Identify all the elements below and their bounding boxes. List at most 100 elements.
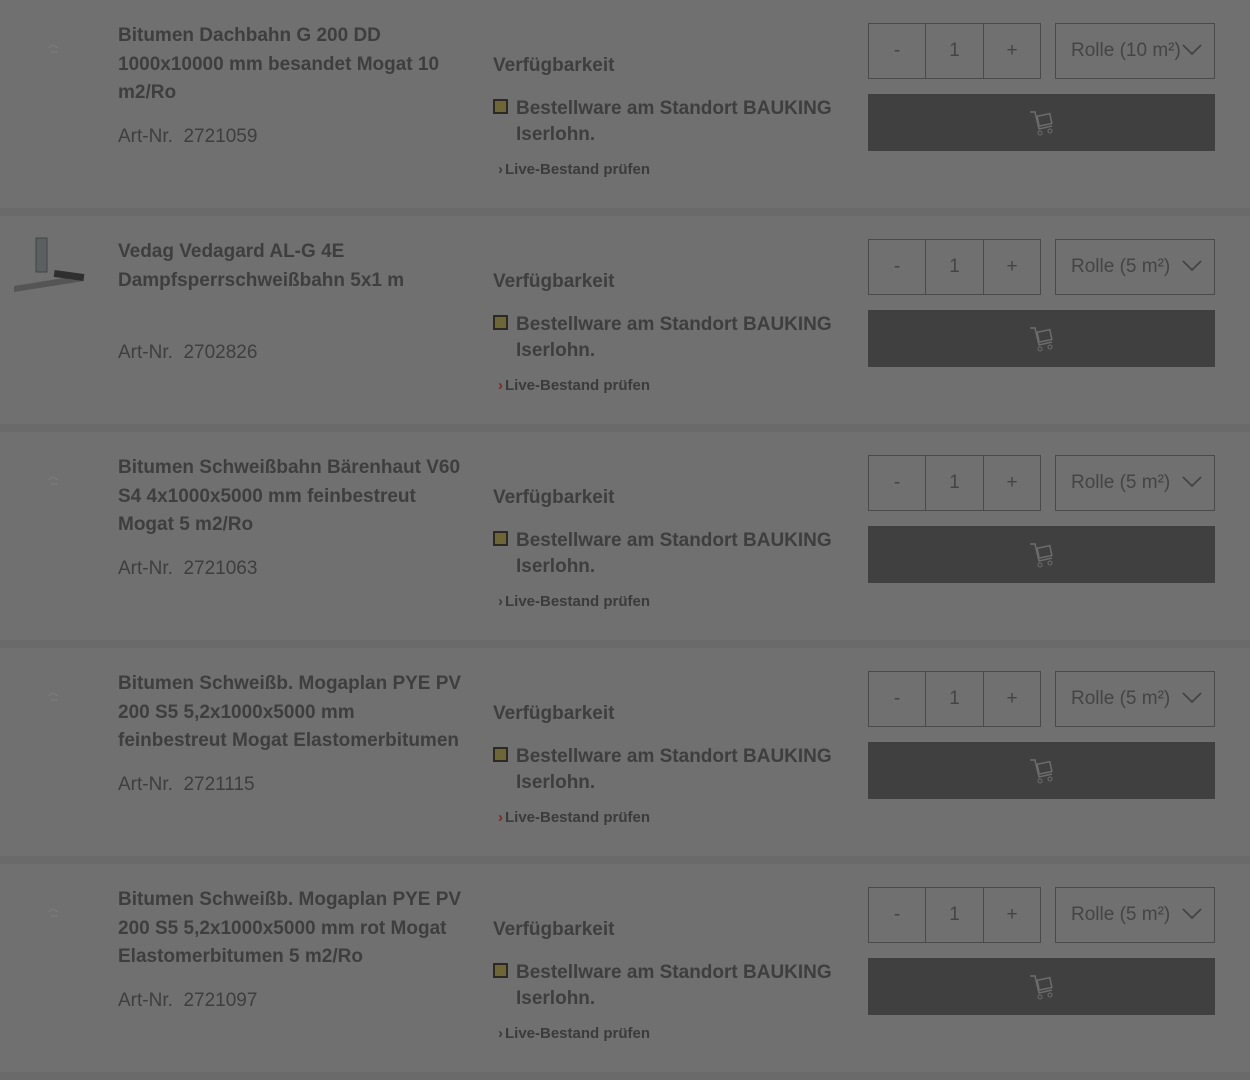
- availability-status: Bestellware am Standort BAUKING Iserlohn…: [493, 744, 838, 796]
- live-stock-link[interactable]: › Live-Bestand prüfen: [498, 161, 650, 178]
- live-stock-label: Live-Bestand prüfen: [505, 593, 651, 610]
- art-prefix: Art-Nr.: [118, 126, 173, 147]
- quantity-input[interactable]: 1: [925, 672, 984, 726]
- availability-status: Bestellware am Standort BAUKING Iserlohn…: [493, 528, 838, 580]
- decrease-button[interactable]: -: [893, 472, 901, 493]
- product-title[interactable]: Bitumen Schweißbahn Bärenhaut V60 S4 4x1…: [118, 457, 461, 535]
- product-row: Vedag Vedagard AL-G 4E Dampfsperrschweiß…: [0, 216, 1250, 424]
- chevron-down-icon: [1182, 260, 1202, 272]
- unit-select[interactable]: Rolle (5 m²): [1055, 239, 1215, 295]
- quantity-stepper[interactable]: - 1 +: [868, 887, 1041, 943]
- product-title[interactable]: Bitumen Schweißb. Mogaplan PYE PV 200 S5…: [118, 673, 462, 751]
- status-text: Bestellware am Standort BAUKING Iserlohn…: [516, 530, 832, 577]
- availability-status: Bestellware am Standort BAUKING Iserlohn…: [493, 312, 838, 364]
- status-square-icon: [493, 963, 508, 978]
- availability-status: Bestellware am Standort BAUKING Iserlohn…: [493, 960, 838, 1012]
- product-row: Bitumen Dachbahn G 200 DD 1000x10000 mm …: [0, 0, 1250, 208]
- quantity-input[interactable]: 1: [925, 456, 984, 510]
- add-to-cart-button[interactable]: [868, 310, 1215, 367]
- decrease-button[interactable]: -: [893, 688, 901, 709]
- article-number: Art-Nr. 2702826: [118, 342, 257, 364]
- art-value: 2721115: [183, 774, 255, 795]
- status-square-icon: [493, 315, 508, 330]
- live-stock-link[interactable]: › Live-Bestand prüfen: [498, 593, 650, 610]
- availability-heading: Verfügbarkeit: [493, 55, 615, 76]
- chevron-right-icon: ›: [498, 593, 503, 610]
- unit-select[interactable]: Rolle (10 m²): [1055, 23, 1215, 79]
- decrease-button[interactable]: -: [893, 256, 901, 277]
- live-stock-link[interactable]: › Live-Bestand prüfen: [498, 1025, 650, 1042]
- quantity-input[interactable]: 1: [925, 24, 984, 78]
- status-text: Bestellware am Standort BAUKING Iserlohn…: [516, 962, 832, 1009]
- quantity-stepper[interactable]: - 1 +: [868, 671, 1041, 727]
- unit-value: Rolle (10 m²): [1071, 40, 1181, 61]
- product-image-placeholder[interactable]: [14, 20, 88, 80]
- add-to-cart-button[interactable]: [868, 742, 1215, 799]
- art-prefix: Art-Nr.: [118, 558, 173, 579]
- row-divider: [0, 640, 1250, 648]
- unit-value: Rolle (5 m²): [1071, 256, 1171, 277]
- status-square-icon: [493, 531, 508, 546]
- product-image-placeholder[interactable]: [14, 668, 88, 728]
- row-divider: [0, 208, 1250, 216]
- status-square-icon: [493, 747, 508, 762]
- product-row: Bitumen Schweißb. Mogaplan PYE PV 200 S5…: [0, 864, 1250, 1072]
- chevron-right-icon: ›: [498, 1025, 503, 1042]
- chevron-right-icon: ›: [498, 809, 503, 826]
- article-number: Art-Nr. 2721097: [118, 990, 257, 1012]
- add-to-cart-button[interactable]: [868, 94, 1215, 151]
- decrease-button[interactable]: -: [893, 40, 901, 61]
- increase-button[interactable]: +: [1006, 256, 1018, 277]
- product-image-placeholder[interactable]: [14, 452, 88, 512]
- article-number: Art-Nr. 2721059: [118, 126, 257, 148]
- live-stock-label: Live-Bestand prüfen: [505, 809, 651, 826]
- availability-status: Bestellware am Standort BAUKING Iserlohn…: [493, 96, 838, 148]
- increase-button[interactable]: +: [1006, 904, 1018, 925]
- art-prefix: Art-Nr.: [118, 342, 173, 363]
- add-to-cart-button[interactable]: [868, 526, 1215, 583]
- unit-select[interactable]: Rolle (5 m²): [1055, 887, 1215, 943]
- art-prefix: Art-Nr.: [118, 774, 173, 795]
- art-value: 2721063: [183, 558, 258, 579]
- status-text: Bestellware am Standort BAUKING Iserlohn…: [516, 314, 832, 361]
- quantity-stepper[interactable]: - 1 +: [868, 239, 1041, 295]
- product-title[interactable]: Bitumen Dachbahn G 200 DD 1000x10000 mm …: [118, 25, 440, 103]
- article-number: Art-Nr. 2721063: [118, 558, 257, 580]
- quantity-stepper[interactable]: - 1 +: [868, 455, 1041, 511]
- live-stock-label: Live-Bestand prüfen: [505, 161, 651, 178]
- unit-value: Rolle (5 m²): [1071, 688, 1171, 709]
- quantity-input[interactable]: 1: [925, 888, 984, 942]
- article-number: Art-Nr. 2721115: [118, 774, 255, 796]
- product-title[interactable]: Bitumen Schweißb. Mogaplan PYE PV 200 S5…: [118, 889, 462, 967]
- availability-heading: Verfügbarkeit: [493, 919, 615, 940]
- live-stock-link[interactable]: › Live-Bestand prüfen: [498, 809, 650, 826]
- quantity-input[interactable]: 1: [925, 240, 984, 294]
- product-row: Bitumen Schweißb. Mogaplan PYE PV 200 S5…: [0, 648, 1250, 856]
- cart-icon: [1029, 110, 1053, 135]
- product-row: Bitumen Schweißbahn Bärenhaut V60 S4 4x1…: [0, 432, 1250, 640]
- live-stock-link[interactable]: › Live-Bestand prüfen: [498, 377, 650, 394]
- cart-icon: [1029, 974, 1053, 999]
- status-square-icon: [493, 99, 508, 114]
- unit-select[interactable]: Rolle (5 m²): [1055, 455, 1215, 511]
- unit-value: Rolle (5 m²): [1071, 472, 1171, 493]
- unit-select[interactable]: Rolle (5 m²): [1055, 671, 1215, 727]
- availability-heading: Verfügbarkeit: [493, 271, 615, 292]
- quantity-stepper[interactable]: - 1 +: [868, 23, 1041, 79]
- row-divider: [0, 856, 1250, 864]
- increase-button[interactable]: +: [1006, 40, 1018, 61]
- status-text: Bestellware am Standort BAUKING Iserlohn…: [516, 98, 832, 145]
- chevron-down-icon: [1182, 476, 1202, 488]
- availability-heading: Verfügbarkeit: [493, 703, 615, 724]
- increase-button[interactable]: +: [1006, 688, 1018, 709]
- chevron-right-icon: ›: [498, 161, 503, 178]
- product-title[interactable]: Vedag Vedagard AL-G 4E Dampfsperrschweiß…: [118, 241, 405, 291]
- decrease-button[interactable]: -: [893, 904, 901, 925]
- product-image-placeholder[interactable]: [14, 884, 88, 944]
- row-divider: [0, 424, 1250, 432]
- status-text: Bestellware am Standort BAUKING Iserlohn…: [516, 746, 832, 793]
- product-image[interactable]: [14, 236, 88, 296]
- live-stock-label: Live-Bestand prüfen: [505, 377, 651, 394]
- add-to-cart-button[interactable]: [868, 958, 1215, 1015]
- increase-button[interactable]: +: [1006, 472, 1018, 493]
